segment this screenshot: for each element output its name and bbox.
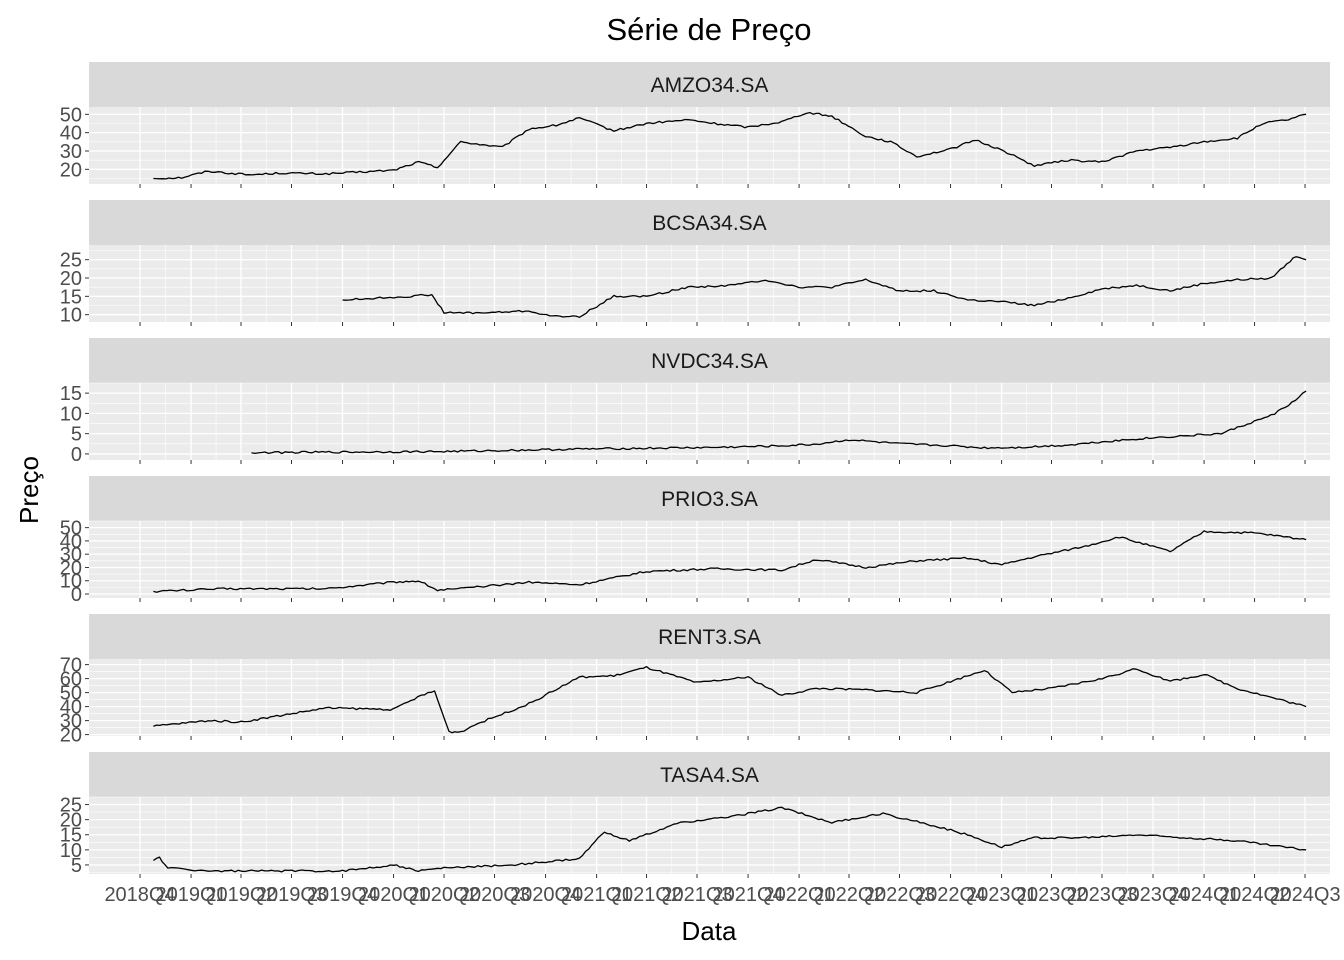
panel-background — [89, 521, 1330, 598]
facet-strip-label: AMZO34.SA — [651, 74, 769, 97]
y-tick-label: 20 — [60, 810, 82, 832]
facet-strip-label: PRIO3.SA — [661, 488, 758, 511]
y-tick-label: 50 — [60, 104, 82, 126]
x-tick-label: 2019Q2 — [205, 884, 276, 906]
x-tick-label: 2022Q1 — [764, 884, 835, 906]
y-tick-label: 0 — [71, 444, 82, 466]
x-tick-label: 2022Q4 — [915, 884, 986, 906]
facet-strip — [89, 476, 1330, 521]
price-series-line — [153, 111, 1307, 180]
y-axis-label: Preço — [14, 456, 44, 524]
y-tick-label: 5 — [71, 855, 82, 877]
x-tick-label: 2023Q2 — [1016, 884, 1087, 906]
panel-background — [89, 383, 1330, 460]
y-tick-label: 10 — [60, 403, 82, 425]
y-tick-label: 10 — [60, 571, 82, 593]
facet-strip-label: BCSA34.SA — [652, 212, 766, 235]
y-tick-label: 15 — [60, 286, 82, 308]
facet-strip — [89, 62, 1330, 107]
y-tick-label: 0 — [71, 584, 82, 606]
y-tick-label: 25 — [60, 250, 82, 272]
panel-background — [89, 659, 1330, 736]
x-tick-label: 2024Q2 — [1219, 884, 1290, 906]
y-tick-label: 40 — [60, 697, 82, 719]
x-tick-label: 2023Q1 — [966, 884, 1037, 906]
panel-background — [89, 245, 1330, 322]
price-series-line — [153, 806, 1307, 873]
price-series-line — [342, 256, 1307, 318]
facet-strip-label: TASA4.SA — [660, 764, 759, 787]
y-tick-label: 60 — [60, 669, 82, 691]
x-tick-label: 2019Q1 — [155, 884, 226, 906]
y-tick-label: 70 — [60, 655, 82, 677]
x-tick-label: 2024Q1 — [1168, 884, 1239, 906]
facet-strip — [89, 338, 1330, 383]
y-tick-label: 50 — [60, 518, 82, 540]
x-tick-label: 2020Q2 — [408, 884, 479, 906]
y-tick-label: 10 — [60, 305, 82, 327]
x-tick-label: 2020Q1 — [358, 884, 429, 906]
chart-title: Série de Preço — [606, 12, 811, 47]
x-tick-label: 2024Q3 — [1269, 884, 1340, 906]
x-tick-label: 2021Q3 — [661, 884, 732, 906]
facet-strip-label: RENT3.SA — [658, 626, 761, 649]
price-series-line — [153, 665, 1307, 734]
price-series-line — [153, 530, 1307, 593]
x-tick-label: 2023Q4 — [1117, 884, 1188, 906]
y-tick-label: 5 — [71, 424, 82, 446]
y-tick-label: 30 — [60, 544, 82, 566]
y-tick-label: 20 — [60, 725, 82, 747]
x-tick-label: 2022Q2 — [813, 884, 884, 906]
y-tick-label: 20 — [60, 159, 82, 181]
y-tick-label: 30 — [60, 141, 82, 163]
y-tick-label: 10 — [60, 840, 82, 862]
facet-strip — [89, 752, 1330, 797]
y-tick-label: 15 — [60, 825, 82, 847]
y-tick-label: 20 — [60, 268, 82, 290]
x-axis: 2018Q42019Q12019Q22019Q32019Q42020Q12020… — [104, 884, 1340, 906]
facet-strip — [89, 614, 1330, 659]
x-tick-label: 2018Q4 — [104, 884, 175, 906]
x-tick-label: 2020Q3 — [459, 884, 530, 906]
y-tick-label: 15 — [60, 383, 82, 405]
facet-strip-label: NVDC34.SA — [651, 350, 768, 373]
x-tick-label: 2019Q4 — [307, 884, 378, 906]
panel-background — [89, 107, 1330, 184]
facet-panels: AMZO34.SA20304050BCSA34.SA10152025NVDC34… — [60, 62, 1330, 878]
x-tick-label: 2021Q1 — [561, 884, 632, 906]
facet-strip — [89, 200, 1330, 245]
y-tick-label: 20 — [60, 557, 82, 579]
y-tick-label: 40 — [60, 531, 82, 553]
x-tick-label: 2022Q3 — [864, 884, 935, 906]
price-series-line — [251, 390, 1307, 455]
y-tick-label: 50 — [60, 683, 82, 705]
y-tick-label: 30 — [60, 711, 82, 733]
x-axis-label: Data — [682, 916, 737, 946]
x-tick-label: 2021Q4 — [712, 884, 783, 906]
y-tick-label: 40 — [60, 123, 82, 145]
x-tick-label: 2020Q4 — [510, 884, 581, 906]
x-tick-label: 2021Q2 — [611, 884, 682, 906]
x-tick-label: 2019Q3 — [256, 884, 327, 906]
x-tick-label: 2023Q3 — [1066, 884, 1137, 906]
y-tick-label: 25 — [60, 795, 82, 817]
